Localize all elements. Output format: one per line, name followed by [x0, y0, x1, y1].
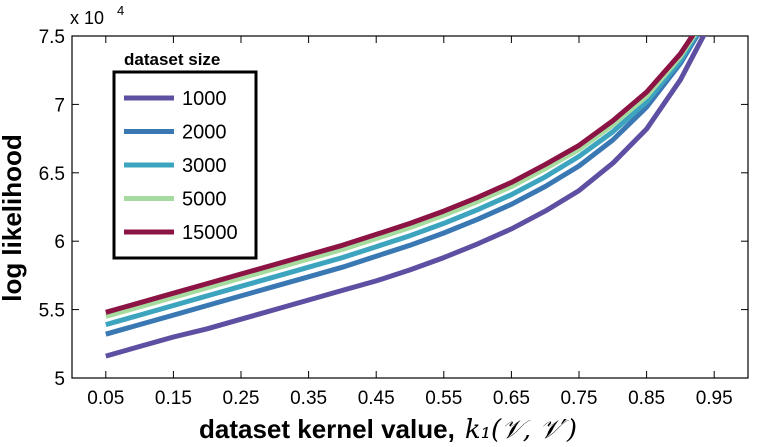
plot-frame: [71, 35, 749, 379]
y-tick-label: 5.5: [39, 301, 65, 322]
legend-items: 1000 2000 3000 5000 15000: [124, 88, 238, 244]
legend-label-1000: 1000: [182, 88, 227, 110]
axes-layer: 5 5.5 6 6.5 7 7.5 0.05 0.15 0.25 0.35 0.45 0.55 0.65…: [39, 27, 749, 409]
x-tick-label: 0.15: [155, 388, 192, 409]
x-tick-label: 0.85: [628, 388, 665, 409]
x-axis-title-text: dataset kernel value,: [199, 414, 455, 444]
legend-label-5000: 5000: [182, 189, 227, 211]
x-tick-label: 0.95: [696, 388, 733, 409]
x-axis-title-math: k₁(𝒱, 𝒱′): [465, 415, 577, 445]
x-tick-label: 0.75: [561, 388, 598, 409]
legend-label-15000: 15000: [182, 222, 238, 244]
y-tick-label: 6: [54, 232, 65, 253]
y-tick-label: 7: [54, 95, 65, 116]
series-line-2000: [105, 36, 700, 337]
x-axis-title: dataset kernel value, k₁(𝒱, 𝒱′): [199, 414, 577, 445]
y-tick-label: 7.5: [39, 27, 65, 48]
series-line-3000: [105, 36, 699, 328]
series-line-5000: [105, 36, 697, 319]
y-tick-label: 5: [54, 369, 65, 390]
y-multiplier-exponent: 4: [117, 3, 124, 18]
x-tick-label: 0.05: [87, 388, 124, 409]
legend-label-2000: 2000: [182, 122, 227, 144]
y-axis-title: log likelihood: [0, 134, 27, 302]
x-tick-label: 0.45: [358, 388, 395, 409]
legend: dataset size 1000 2000 3000 5000 15000: [112, 50, 258, 260]
legend-label-3000: 3000: [182, 155, 227, 177]
x-tick-label: 0.65: [493, 388, 530, 409]
series-line-15000: [105, 36, 696, 315]
legend-title: dataset size: [124, 50, 220, 69]
x-tick-label: 0.25: [223, 388, 260, 409]
series-line-1000: [105, 36, 707, 359]
y-tick-label: 6.5: [39, 164, 65, 185]
series-layer: [105, 36, 707, 359]
x-tick-label: 0.55: [425, 388, 462, 409]
x-tick-label: 0.35: [290, 388, 327, 409]
y-multiplier-base: x 10: [70, 8, 104, 28]
